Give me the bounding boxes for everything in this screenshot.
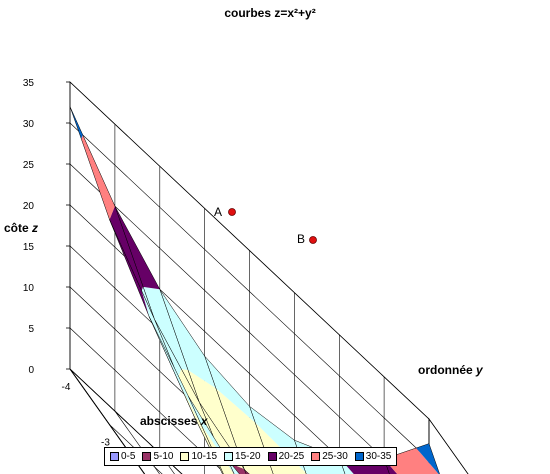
x-axis-line <box>69 368 146 474</box>
band-20-25 <box>384 458 398 474</box>
chart-title: courbes z=x²+y² <box>224 6 316 20</box>
legend-label: 25-30 <box>322 451 348 462</box>
chart-legend: 0-5 5-10 10-15 15-20 20-25 25-30 30-35 <box>104 447 398 466</box>
legend-item: 20-25 <box>267 451 305 462</box>
point-B-marker <box>309 236 317 244</box>
legend-item: 0-5 <box>110 451 135 462</box>
z-tick-label: 20 <box>23 201 35 212</box>
band-15-20 <box>141 286 155 320</box>
legend-swatch <box>354 452 364 461</box>
band-15-20 <box>149 316 202 425</box>
z-tick-label: 35 <box>23 78 35 89</box>
band-10-15 <box>188 370 245 469</box>
y-gridline <box>204 208 205 474</box>
mesh-outline <box>383 443 440 474</box>
z-tick-label: 15 <box>23 242 35 253</box>
x-tick-label: -4 <box>62 382 71 393</box>
legend-item: 5-10 <box>142 451 173 462</box>
legend-swatch <box>311 452 321 461</box>
band-25-30 <box>81 135 115 220</box>
chart-axes <box>69 368 146 474</box>
band-15-20 <box>204 356 256 423</box>
back-right-wall <box>428 417 469 474</box>
legend-item: 15-20 <box>224 451 261 462</box>
band-30-35 <box>416 443 440 474</box>
x-tick-label: -3 <box>101 438 110 449</box>
legend-label: 10-15 <box>191 451 218 462</box>
legend-swatch <box>267 452 277 461</box>
legend-item: 30-35 <box>354 451 392 462</box>
z-tick-label: 5 <box>28 324 34 335</box>
z-tick-label: 0 <box>28 365 34 376</box>
z-gridline <box>69 163 401 474</box>
x-axis-label: abscisses x <box>140 414 208 428</box>
z-tick-label: 30 <box>23 119 35 130</box>
legend-swatch <box>142 452 152 461</box>
legend-label: 20-25 <box>278 451 305 462</box>
y-gridline <box>249 250 250 474</box>
band-20-25 <box>109 206 144 291</box>
z-axis-label: côte z <box>4 221 39 235</box>
legend-label: 30-35 <box>365 451 392 462</box>
y-gridline <box>338 334 340 474</box>
surface-cell <box>227 460 240 474</box>
legend-swatch <box>180 452 190 461</box>
legend-swatch <box>224 452 234 461</box>
surface-cell <box>243 468 249 474</box>
point-B-label: B <box>297 232 305 246</box>
band-30-35 <box>70 106 83 139</box>
band-15-20 <box>159 289 216 389</box>
band-15-20 <box>154 319 182 378</box>
legend-item: 10-15 <box>180 451 217 462</box>
legend-label: 0-5 <box>121 451 136 462</box>
point-markers: AB <box>214 205 317 246</box>
y-axis-label: ordonnée y <box>418 363 483 377</box>
mesh-outline <box>248 405 307 474</box>
point-A-label: A <box>214 205 222 219</box>
legend-label: 15-20 <box>235 451 261 462</box>
surface-mesh <box>69 106 440 474</box>
z-gridline <box>69 204 357 474</box>
legend-item: 25-30 <box>311 451 348 462</box>
point-A-marker <box>228 208 236 216</box>
z-gridline <box>69 327 226 474</box>
z-tick-label: 10 <box>23 283 35 294</box>
legend-label: 5-10 <box>153 451 174 462</box>
band-15-20 <box>143 286 188 370</box>
z-tick-label: 25 <box>23 160 35 171</box>
surface-cell <box>383 443 440 474</box>
y-gridline <box>294 292 295 474</box>
legend-swatch <box>110 452 119 461</box>
mesh-outline <box>148 316 224 474</box>
